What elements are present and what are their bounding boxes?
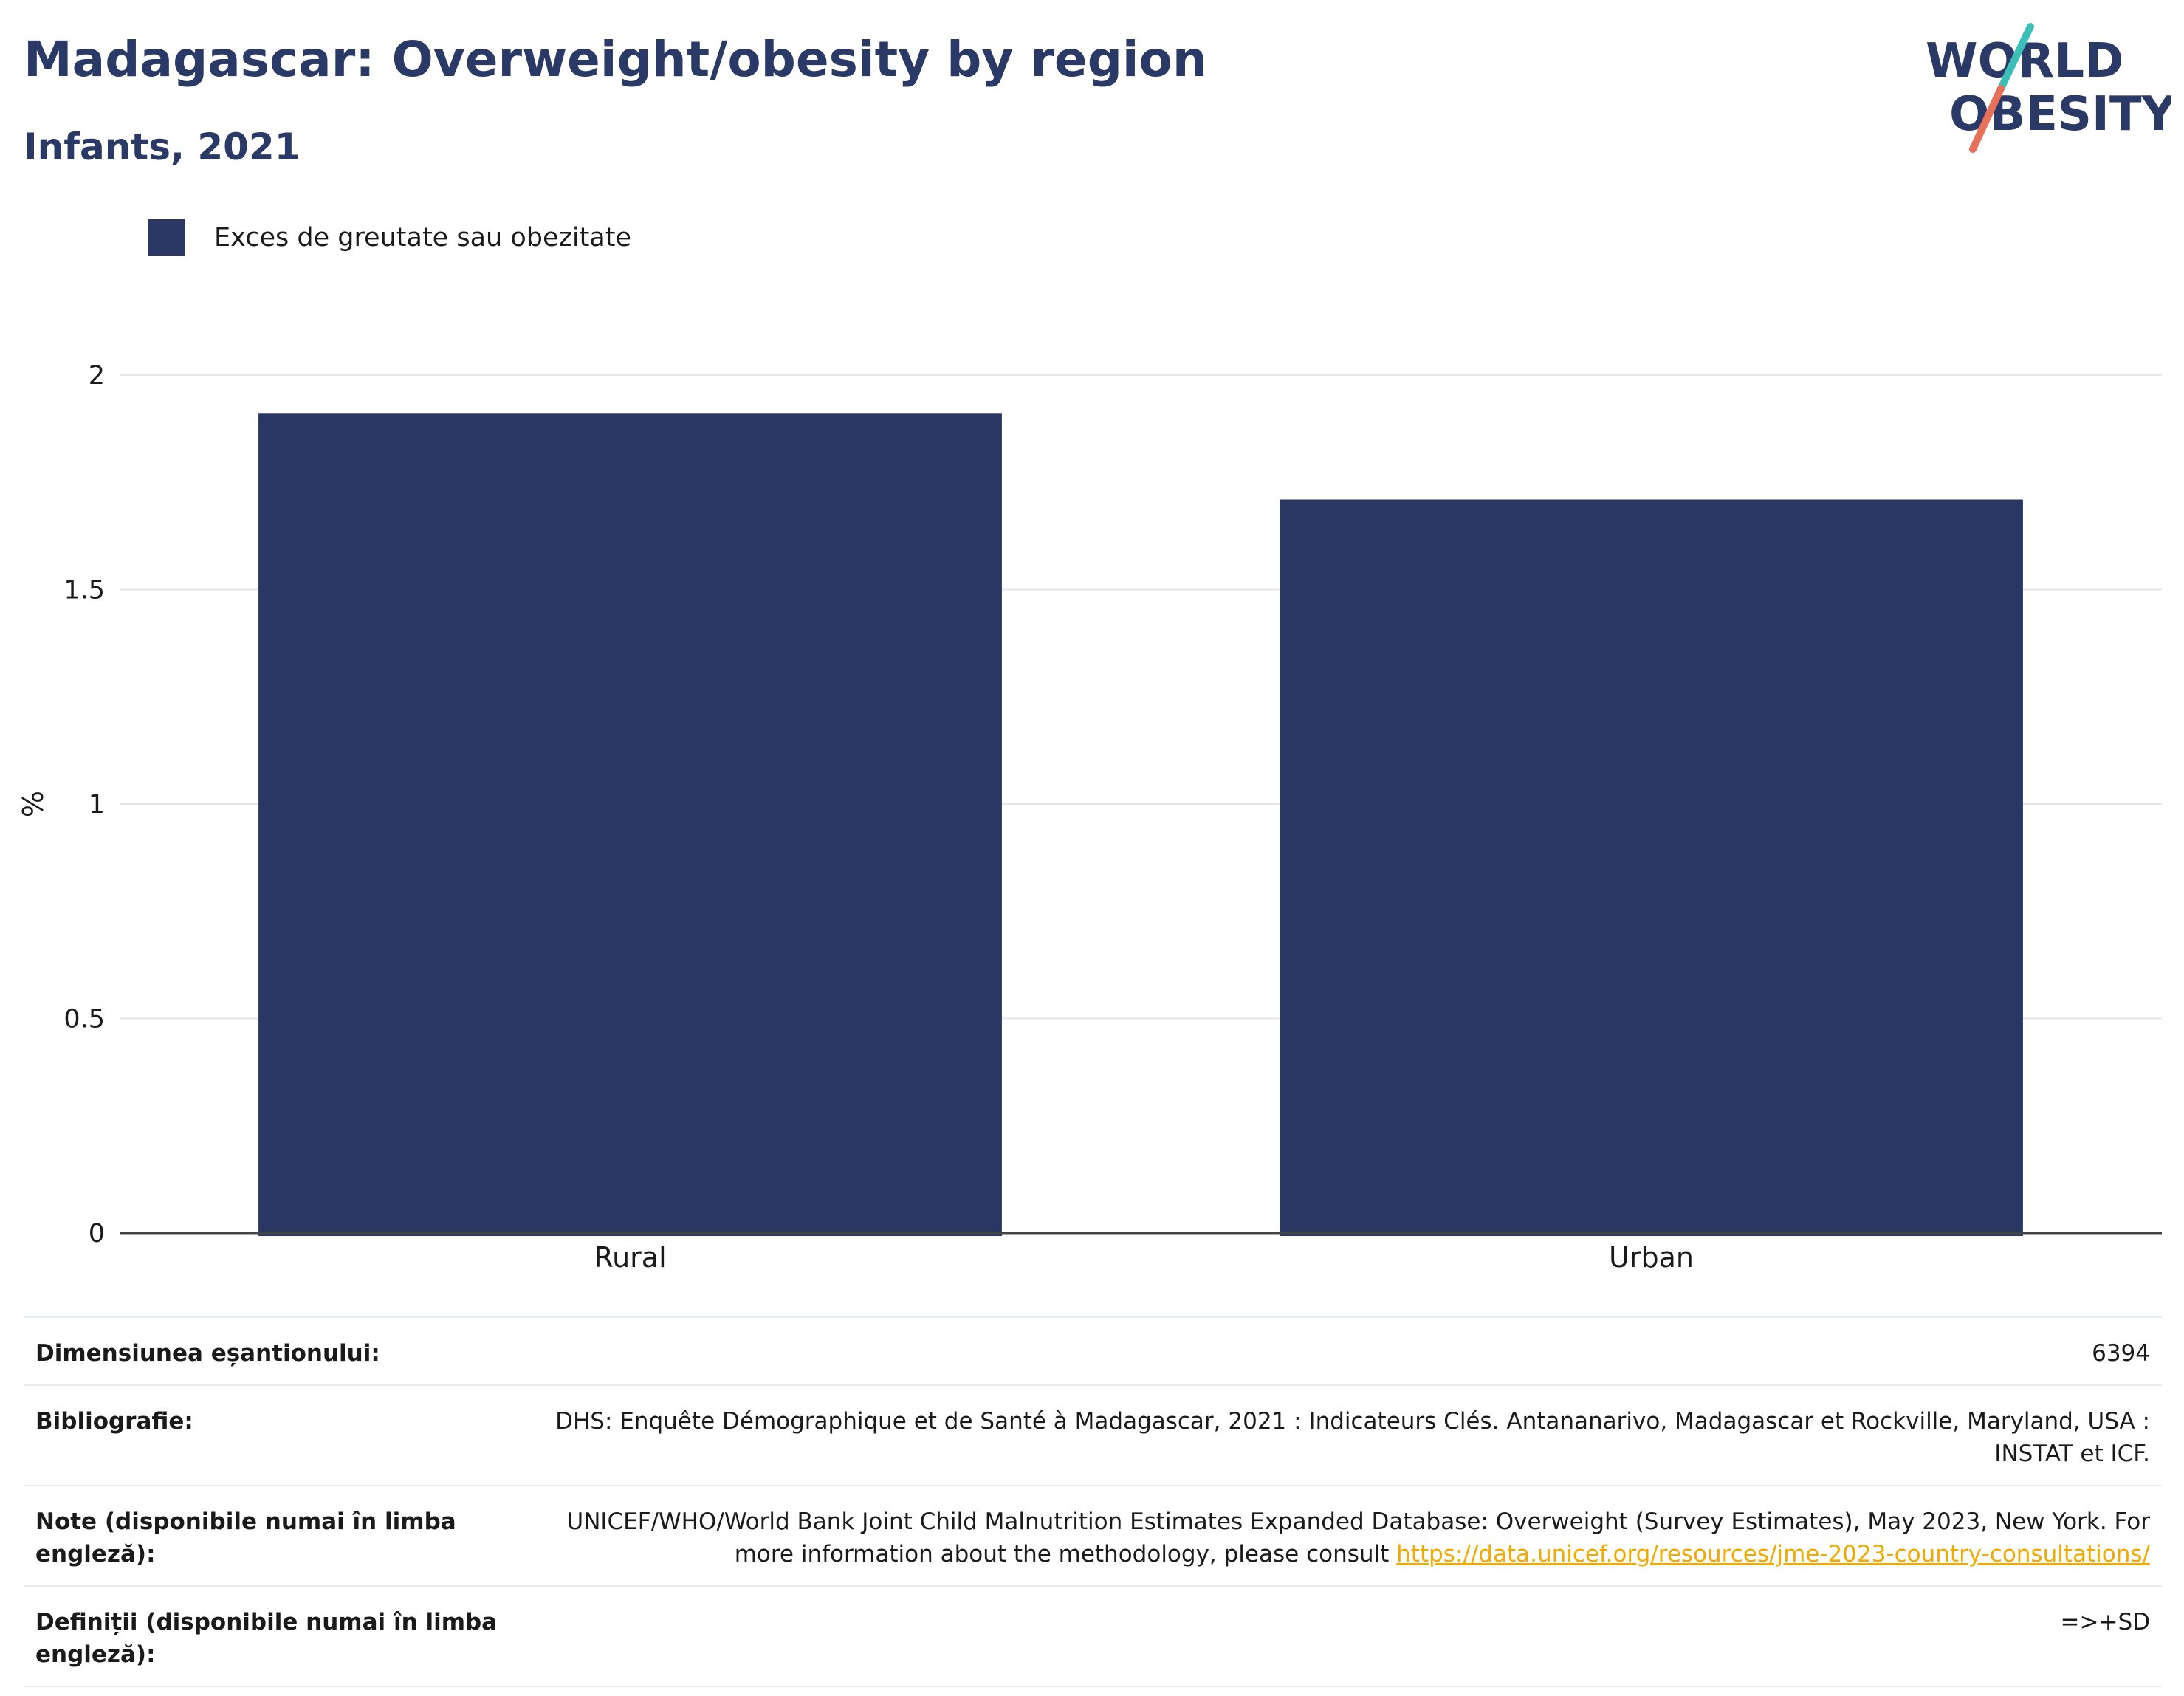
methodology-link[interactable]: https://data.unicef.org/resources/jme-20…	[1396, 1541, 2150, 1568]
x-tick-label: Rural	[594, 1241, 666, 1274]
definitions-label: Definiții (disponibile numai în limba en…	[35, 1609, 498, 1668]
bibliography-label: Bibliografie:	[35, 1408, 193, 1435]
info-row-sample-size: Dimensiunea eșantionului: 6394	[24, 1318, 2162, 1386]
y-tick-label: 1	[89, 790, 105, 820]
bar	[1280, 499, 2023, 1236]
x-tick-label: Urban	[1609, 1241, 1694, 1274]
legend-swatch	[148, 219, 185, 256]
notes-text: UNICEF/WHO/World Bank Joint Child Malnut…	[566, 1508, 2151, 1568]
info-row-definitions: Definiții (disponibile numai în limba en…	[24, 1587, 2162, 1687]
info-row-bibliography: Bibliografie: DHS: Enquête Démographique…	[24, 1386, 2162, 1486]
notes-value: UNICEF/WHO/World Bank Joint Child Malnut…	[540, 1506, 2151, 1570]
bar	[258, 413, 1002, 1236]
legend-label: Exces de greutate sau obezitate	[214, 223, 632, 253]
definitions-value: =>+SD	[2060, 1609, 2150, 1635]
y-tick-label: 0.5	[63, 1005, 105, 1034]
bar-chart: 0 0.5 1 1.5 2 Rural Urban%	[17, 361, 2162, 1274]
notes-label: Note (disponibile numai în limba engleză…	[35, 1508, 456, 1568]
sample-size-value: 6394	[2092, 1340, 2150, 1367]
chart-title: Madagascar: Overweight/obesity by region	[24, 31, 1207, 88]
y-tick-label: 2	[89, 361, 105, 391]
info-row-notes: Note (disponibile numai în limba engleză…	[24, 1486, 2162, 1587]
y-tick-label: 0	[89, 1219, 105, 1249]
chart-legend[interactable]: Exces de greutate sau obezitate	[148, 219, 631, 257]
sample-size-label: Dimensiunea eșantionului:	[35, 1340, 380, 1367]
y-axis-title: %	[17, 791, 49, 817]
info-table: Dimensiunea eșantionului: 6394 Bibliogra…	[24, 1316, 2162, 1687]
logo-slash-bottom	[1969, 85, 2005, 153]
y-tick-label: 1.5	[63, 576, 105, 605]
world-obesity-logo: WORLD OBESITY	[1926, 23, 2171, 153]
chart-subtitle: Infants, 2021	[24, 126, 301, 168]
bibliography-value: DHS: Enquête Démographique et de Santé à…	[555, 1408, 2150, 1467]
logo-slash-top	[1997, 23, 2034, 92]
